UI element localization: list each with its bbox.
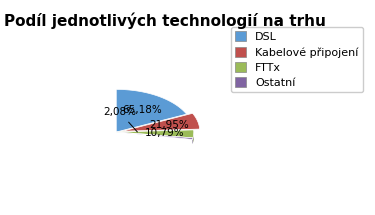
Text: 65,18%: 65,18% [122, 105, 162, 115]
Legend: DSL, Kabelové připojení, FTTx, Ostatní: DSL, Kabelové připojení, FTTx, Ostatní [231, 27, 363, 92]
Text: 21,95%: 21,95% [149, 120, 189, 130]
Polygon shape [193, 130, 194, 143]
Text: 10,79%: 10,79% [144, 128, 184, 138]
Polygon shape [116, 130, 194, 138]
Text: Podíl jednotlivých technologií na trhu: Podíl jednotlivých technologií na trhu [4, 13, 326, 29]
Polygon shape [122, 113, 200, 131]
Polygon shape [116, 132, 193, 139]
Polygon shape [116, 89, 187, 132]
Text: 2,08%: 2,08% [104, 107, 137, 132]
